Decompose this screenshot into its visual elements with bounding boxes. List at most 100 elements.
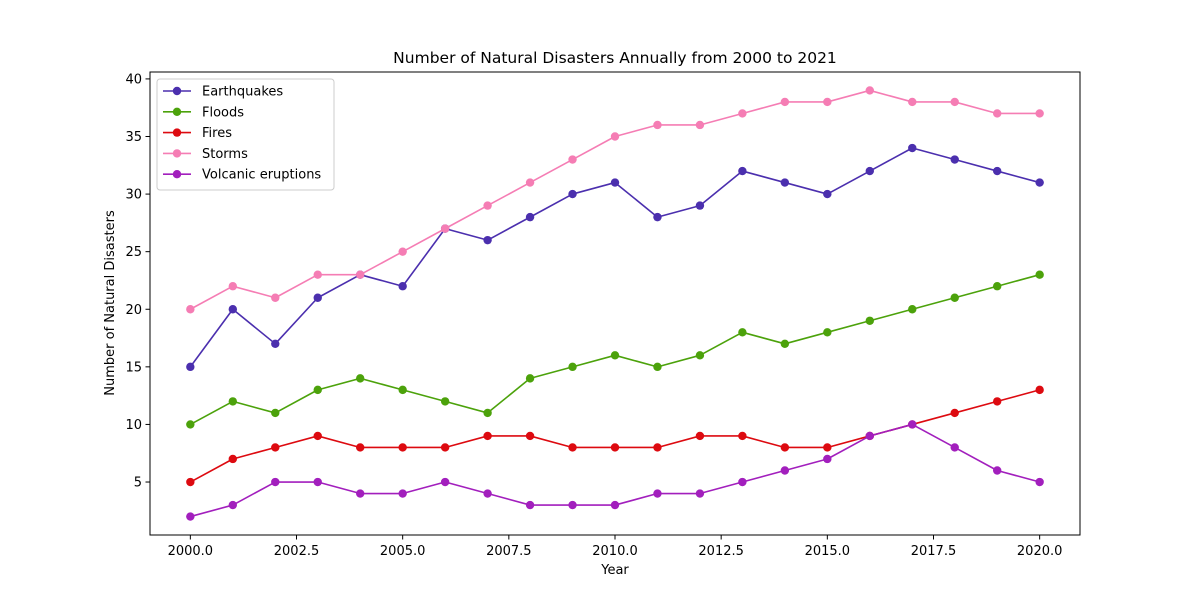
data-point-fires xyxy=(992,397,1002,406)
data-point-earthquakes xyxy=(271,339,280,349)
y-tick-label: 15 xyxy=(125,360,142,375)
data-point-floods xyxy=(356,374,365,383)
x-tick-label: 2005.0 xyxy=(380,544,426,559)
data-point-storms xyxy=(738,109,747,118)
data-point-floods xyxy=(568,362,577,372)
data-point-storms xyxy=(780,97,790,107)
data-point-earthquakes xyxy=(992,166,1002,176)
legend-label-storms: Storms xyxy=(202,147,248,162)
data-point-fires xyxy=(398,443,407,452)
data-point-volcanic-eruptions xyxy=(271,477,280,487)
data-point-volcanic-eruptions xyxy=(950,443,959,452)
data-point-floods xyxy=(313,385,322,395)
data-point-fires xyxy=(780,443,790,452)
data-point-earthquakes xyxy=(865,166,874,176)
x-tick-label: 2002.5 xyxy=(274,544,320,559)
data-point-fires xyxy=(610,443,620,452)
series-fires xyxy=(186,385,1044,487)
legend-marker-floods xyxy=(172,107,182,117)
data-point-earthquakes xyxy=(823,189,832,199)
data-point-floods xyxy=(950,293,959,302)
y-axis: 5 10 15 20 25 30 35 40 xyxy=(125,72,150,491)
y-tick-label: 35 xyxy=(125,130,142,145)
x-tick-label: 2012.5 xyxy=(698,544,744,559)
x-axis-label: Year xyxy=(600,563,629,578)
data-point-floods xyxy=(610,351,620,360)
chart-title: Number of Natural Disasters Annually fro… xyxy=(393,49,837,67)
data-point-volcanic-eruptions xyxy=(1035,477,1044,487)
data-point-volcanic-eruptions xyxy=(908,420,917,429)
data-point-fires xyxy=(568,443,577,452)
legend-box xyxy=(156,78,335,191)
data-point-floods xyxy=(653,362,662,372)
y-tick-label: 5 xyxy=(134,476,142,491)
y-tick-label: 25 xyxy=(125,245,142,260)
series-layer xyxy=(186,86,1044,521)
data-point-storms xyxy=(950,97,959,107)
data-point-floods xyxy=(823,328,832,337)
data-point-fires xyxy=(695,431,705,441)
data-point-storms xyxy=(398,247,407,256)
x-tick-label: 2000.0 xyxy=(168,544,214,559)
data-point-storms xyxy=(695,120,705,130)
legend-label-earthquakes: Earthquakes xyxy=(202,85,283,100)
data-point-volcanic-eruptions xyxy=(440,477,450,487)
data-point-fires xyxy=(483,431,492,441)
data-point-storms xyxy=(992,109,1002,118)
data-point-fires xyxy=(653,443,662,452)
data-point-storms xyxy=(525,178,535,187)
data-point-storms xyxy=(1035,109,1044,118)
x-tick-label: 2015.0 xyxy=(805,544,851,559)
data-point-earthquakes xyxy=(186,362,195,372)
data-point-volcanic-eruptions xyxy=(186,512,195,521)
data-point-earthquakes xyxy=(908,143,917,153)
data-point-fires xyxy=(823,443,832,452)
y-tick-label: 10 xyxy=(125,418,142,433)
data-point-floods xyxy=(780,339,790,349)
data-point-volcanic-eruptions xyxy=(695,489,705,498)
data-point-earthquakes xyxy=(483,235,492,245)
data-point-storms xyxy=(483,201,492,210)
data-point-fires xyxy=(186,477,195,487)
data-point-storms xyxy=(908,97,917,107)
data-point-storms xyxy=(228,282,238,291)
x-tick-label: 2010.0 xyxy=(592,544,638,559)
data-point-storms xyxy=(610,132,620,141)
data-point-volcanic-eruptions xyxy=(568,500,577,510)
data-point-earthquakes xyxy=(695,201,705,210)
data-point-fires xyxy=(1035,385,1044,395)
y-tick-label: 20 xyxy=(125,303,142,318)
x-tick-label: 2017.5 xyxy=(911,544,957,559)
data-point-fires xyxy=(525,431,535,441)
data-point-floods xyxy=(908,305,917,314)
series-storms xyxy=(186,86,1044,314)
data-point-storms xyxy=(568,155,577,164)
data-point-volcanic-eruptions xyxy=(525,500,535,510)
data-point-volcanic-eruptions xyxy=(398,489,407,498)
legend-marker-storms xyxy=(172,149,182,158)
legend-label-fires: Fires xyxy=(202,126,232,141)
data-point-fires xyxy=(356,443,365,452)
x-tick-label: 2020.0 xyxy=(1017,544,1063,559)
legend-label-volcanic-eruptions: Volcanic eruptions xyxy=(202,168,321,183)
legend-marker-earthquakes xyxy=(172,86,182,96)
data-point-fires xyxy=(440,443,450,452)
data-point-volcanic-eruptions xyxy=(483,489,492,498)
data-point-storms xyxy=(865,86,874,95)
data-point-storms xyxy=(186,305,195,314)
data-point-earthquakes xyxy=(525,212,535,222)
data-point-volcanic-eruptions xyxy=(823,454,832,464)
data-point-floods xyxy=(440,397,450,406)
series-earthquakes xyxy=(186,143,1044,372)
data-point-volcanic-eruptions xyxy=(228,500,238,510)
data-point-storms xyxy=(653,120,662,130)
data-point-storms xyxy=(440,224,450,233)
data-point-floods xyxy=(738,328,747,337)
series-floods xyxy=(186,270,1044,429)
data-point-earthquakes xyxy=(780,178,790,187)
data-point-volcanic-eruptions xyxy=(610,500,620,510)
data-point-volcanic-eruptions xyxy=(356,489,365,498)
x-tick-label: 2007.5 xyxy=(486,544,532,559)
data-point-volcanic-eruptions xyxy=(313,477,322,487)
